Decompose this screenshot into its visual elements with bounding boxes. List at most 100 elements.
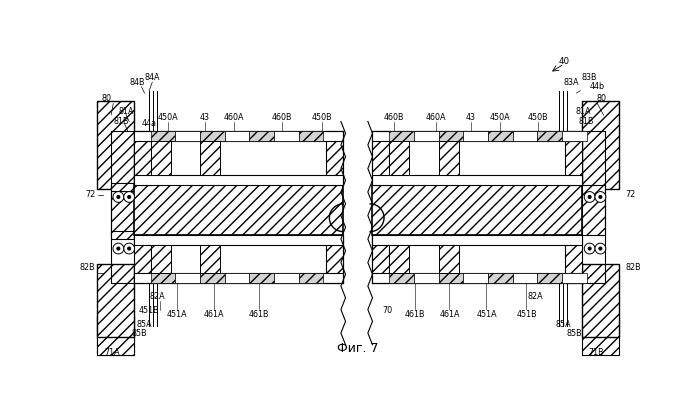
Bar — [389, 141, 410, 175]
Bar — [250, 131, 274, 141]
Text: 82B: 82B — [625, 263, 641, 272]
Text: 84B: 84B — [129, 78, 145, 87]
Bar — [414, 273, 439, 283]
Circle shape — [584, 191, 595, 202]
Bar — [151, 245, 171, 273]
Bar — [373, 131, 389, 185]
Bar — [373, 175, 582, 185]
Bar — [134, 185, 343, 235]
Text: 451B: 451B — [139, 305, 159, 315]
Circle shape — [113, 243, 124, 254]
Text: 451A: 451A — [166, 310, 187, 318]
Bar — [97, 316, 134, 355]
Circle shape — [128, 195, 131, 199]
Bar — [582, 185, 605, 235]
Text: 43: 43 — [466, 113, 476, 122]
Bar — [582, 316, 619, 355]
Bar — [562, 273, 586, 283]
Bar — [151, 141, 171, 175]
Bar — [97, 101, 134, 189]
Bar — [582, 101, 619, 189]
Bar — [538, 273, 562, 283]
Text: 460B: 460B — [271, 113, 292, 122]
Circle shape — [599, 195, 602, 199]
Circle shape — [584, 243, 595, 254]
Text: 81B: 81B — [579, 117, 594, 126]
Bar — [565, 235, 582, 283]
Circle shape — [588, 247, 591, 250]
Bar — [151, 131, 175, 141]
Bar — [439, 141, 459, 175]
Bar — [373, 235, 582, 245]
Text: 83B: 83B — [582, 73, 598, 82]
Text: 85A: 85A — [137, 320, 152, 328]
Text: 72: 72 — [85, 190, 95, 199]
Bar — [512, 273, 538, 283]
Bar — [274, 131, 298, 141]
Circle shape — [124, 191, 134, 202]
Bar — [439, 245, 459, 273]
Bar — [97, 316, 134, 355]
Circle shape — [599, 247, 602, 250]
Bar — [298, 131, 323, 141]
Text: 460A: 460A — [426, 113, 446, 122]
Text: 82A: 82A — [528, 292, 544, 301]
Bar — [151, 273, 175, 283]
Bar — [134, 273, 343, 283]
Text: 83A: 83A — [563, 78, 579, 87]
Text: 85A: 85A — [556, 320, 571, 328]
Text: 85B: 85B — [131, 329, 147, 338]
Bar — [224, 131, 250, 141]
Bar — [562, 131, 586, 141]
Bar — [250, 273, 274, 283]
Bar — [134, 235, 151, 283]
Bar — [389, 245, 410, 273]
Text: 461B: 461B — [405, 310, 425, 318]
Text: 70: 70 — [383, 305, 393, 315]
Text: 451B: 451B — [516, 310, 537, 318]
Bar — [389, 273, 414, 283]
Text: 71A: 71A — [104, 348, 120, 357]
Bar — [389, 131, 414, 141]
Circle shape — [588, 195, 591, 199]
Bar — [134, 131, 343, 141]
Bar — [373, 273, 582, 283]
Bar — [414, 131, 439, 141]
Bar — [439, 131, 463, 141]
Text: 44a: 44a — [142, 119, 157, 128]
Bar — [373, 235, 389, 283]
Text: 85B: 85B — [566, 329, 582, 338]
Bar — [463, 131, 488, 141]
Bar — [488, 131, 512, 141]
Bar — [538, 131, 562, 141]
Text: 82B: 82B — [80, 263, 95, 272]
Text: 72: 72 — [625, 190, 635, 199]
Text: 81A: 81A — [576, 107, 591, 116]
Text: 81B: 81B — [114, 117, 129, 126]
Text: 461A: 461A — [439, 310, 460, 318]
Text: 40: 40 — [559, 57, 570, 66]
Text: 81A: 81A — [118, 107, 134, 116]
Bar — [326, 131, 343, 185]
Circle shape — [117, 247, 120, 250]
Text: 80: 80 — [101, 94, 111, 103]
Bar — [200, 245, 220, 273]
Text: 84A: 84A — [145, 73, 160, 82]
Text: 450A: 450A — [489, 113, 510, 122]
Text: 461B: 461B — [248, 310, 269, 318]
Bar — [274, 273, 298, 283]
Circle shape — [113, 191, 124, 202]
Bar — [565, 131, 582, 185]
Bar — [373, 131, 582, 141]
Bar — [224, 273, 250, 283]
Bar — [463, 273, 488, 283]
Text: 450A: 450A — [157, 113, 178, 122]
Bar — [134, 131, 151, 185]
Circle shape — [117, 195, 120, 199]
Text: 460B: 460B — [384, 113, 404, 122]
Text: 460A: 460A — [224, 113, 244, 122]
Bar — [134, 175, 343, 185]
Bar — [97, 264, 134, 337]
Text: 80: 80 — [597, 94, 607, 103]
Bar — [439, 273, 463, 283]
